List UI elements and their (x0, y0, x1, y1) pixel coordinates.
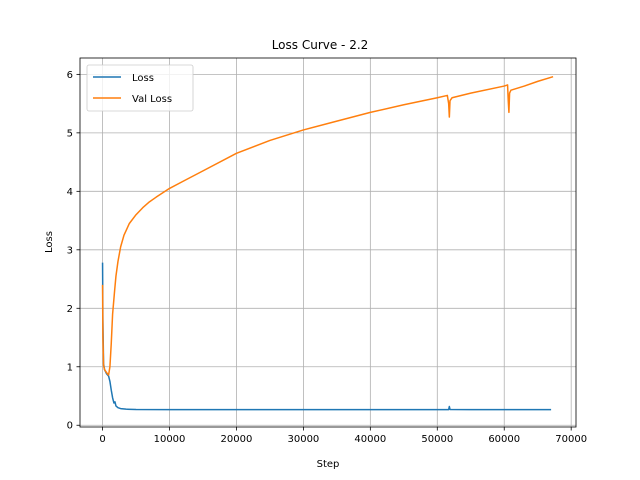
series-line-val-loss (101, 75, 554, 376)
x-axis-label: Step (317, 459, 340, 470)
x-tick-label: 70000 (555, 434, 587, 445)
y-axis-label: Loss (44, 231, 55, 253)
gridlines (80, 58, 576, 427)
plot-frame (79, 57, 577, 428)
chart-title: Loss Curve - 2.2 (272, 38, 369, 52)
plot-lines (101, 75, 554, 411)
x-tick-label: 0 (99, 434, 105, 445)
legend-label-val-loss: Val Loss (132, 94, 172, 105)
legend: Loss Val Loss (86, 64, 194, 112)
y-tick-label: 5 (67, 128, 73, 139)
x-axis-ticks: 0 10000 20000 30000 40000 50000 60000 70000 (99, 427, 587, 445)
y-tick-label: 3 (67, 245, 73, 256)
y-tick-label: 6 (67, 70, 73, 81)
y-tick-label: 1 (67, 362, 73, 373)
y-tick-label: 2 (67, 304, 73, 315)
x-tick-label: 40000 (354, 434, 386, 445)
x-tick-label: 60000 (488, 434, 520, 445)
series-line-loss (101, 262, 552, 411)
legend-label-loss: Loss (132, 73, 154, 84)
x-tick-label: 20000 (221, 434, 253, 445)
x-tick-label: 30000 (287, 434, 319, 445)
y-tick-label: 4 (67, 187, 73, 198)
x-tick-label: 50000 (421, 434, 453, 445)
y-tick-label: 0 (67, 421, 73, 432)
y-axis-ticks: 0 1 2 3 4 5 6 (67, 70, 80, 432)
x-tick-label: 10000 (154, 434, 186, 445)
